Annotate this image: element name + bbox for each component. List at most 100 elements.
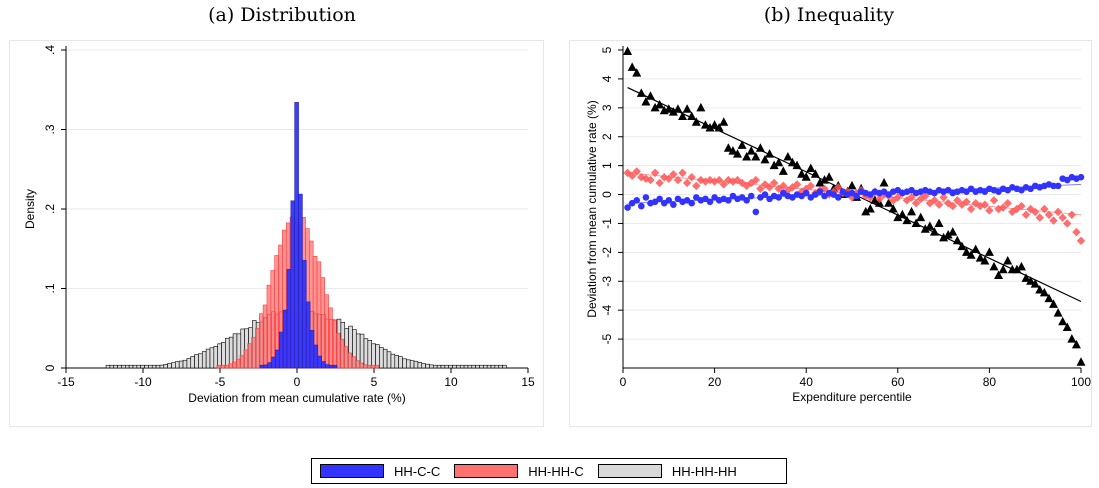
b-point-hh-hh-c — [1076, 236, 1086, 245]
b-point-hh-hh-c — [907, 193, 916, 202]
b-point-hh-hh-hh — [655, 99, 665, 109]
b-point-hh-hh-c — [1017, 201, 1026, 211]
legend-swatch-hh-hh-c — [454, 464, 519, 478]
a-xtick-label: -10 — [134, 375, 152, 389]
b-point-hh-c-c — [853, 192, 860, 200]
a-bar-hh-hh-hh — [498, 364, 503, 369]
a-bar-hh-hh-hh — [479, 364, 484, 369]
legend-item-hh-hh-c: HH-HH-C — [454, 464, 584, 479]
a-bar-hh-hh-hh — [402, 358, 407, 369]
a-bar-hh-hh-hh — [213, 346, 218, 369]
a-y-axis-label: Density — [23, 189, 37, 229]
b-point-hh-hh-hh — [994, 270, 1004, 279]
b-point-hh-c-c — [752, 208, 760, 216]
b-point-hh-hh-c — [911, 199, 921, 208]
a-bar-hh-c-c — [267, 362, 272, 369]
a-bar-hh-hh-c — [359, 362, 364, 369]
b-point-hh-hh-c — [1053, 207, 1063, 217]
b-ytick-label: -2 — [600, 247, 614, 258]
a-bar-hh-hh-c — [239, 355, 245, 369]
b-ytick-label: 4 — [600, 75, 614, 82]
b-point-hh-c-c — [688, 199, 695, 207]
b-point-hh-c-c — [633, 197, 641, 204]
a-bar-hh-hh-hh — [386, 351, 392, 369]
a-bar-hh-hh-hh — [186, 357, 192, 369]
b-point-hh-hh-hh — [723, 143, 733, 152]
b-point-hh-hh-c — [957, 200, 967, 209]
b-point-hh-hh-c — [916, 194, 925, 204]
b-point-hh-hh-hh — [975, 253, 985, 262]
a-bar-hh-hh-hh — [205, 348, 211, 369]
b-point-hh-hh-hh — [737, 140, 747, 149]
a-bar-hh-hh-hh — [459, 364, 465, 369]
b-xtick-label: 20 — [708, 375, 722, 389]
b-point-hh-hh-hh — [1044, 293, 1054, 303]
a-bar-hh-hh-hh — [121, 364, 126, 369]
a-ytick-label: .2 — [43, 204, 57, 214]
b-point-hh-hh-c — [953, 196, 962, 205]
b-xtick-label: 80 — [983, 375, 997, 389]
a-bar-hh-hh-hh — [105, 364, 111, 369]
b-point-hh-hh-c — [889, 196, 898, 205]
a-bar-hh-c-c — [290, 200, 295, 369]
b-point-hh-hh-hh — [733, 149, 742, 158]
b-point-hh-hh-c — [980, 200, 990, 209]
a-bar-hh-hh-hh — [113, 364, 118, 369]
b-point-hh-hh-hh — [1076, 357, 1086, 366]
a-bar-hh-hh-hh — [490, 364, 496, 369]
b-point-hh-hh-hh — [861, 206, 871, 216]
b-point-hh-hh-c — [902, 196, 912, 205]
a-bar-hh-hh-hh — [136, 364, 141, 369]
b-point-hh-hh-hh — [691, 117, 701, 126]
a-bar-hh-c-c — [313, 344, 319, 369]
a-bar-hh-hh-hh — [375, 344, 380, 369]
b-point-hh-hh-c — [1049, 216, 1058, 225]
b-point-hh-hh-c — [687, 173, 696, 182]
a-bar-hh-hh-hh — [390, 353, 396, 369]
b-point-hh-hh-hh — [778, 166, 788, 175]
a-bar-hh-hh-hh — [163, 364, 168, 369]
b-ytick-label: 5 — [600, 46, 614, 53]
a-bar-hh-hh-hh — [221, 341, 226, 369]
a-bar-hh-hh-hh — [159, 364, 165, 369]
a-bar-hh-c-c — [286, 269, 292, 369]
b-point-hh-hh-c — [724, 175, 733, 185]
b-point-hh-hh-c — [939, 193, 948, 202]
b-point-hh-hh-hh — [925, 221, 935, 230]
b-point-hh-hh-hh — [998, 264, 1008, 274]
b-point-hh-hh-c — [728, 177, 738, 186]
a-bar-hh-hh-hh — [117, 364, 122, 369]
b-point-hh-hh-c — [779, 181, 788, 191]
b-point-hh-c-c — [624, 204, 631, 211]
b-point-hh-hh-c — [1003, 199, 1012, 208]
b-point-hh-hh-c — [673, 175, 683, 185]
b-point-hh-hh-c — [655, 178, 664, 188]
b-point-hh-hh-c — [627, 171, 637, 180]
legend-item-hh-c-c: HH-C-C — [320, 464, 440, 479]
b-point-hh-hh-c — [1044, 210, 1054, 219]
b-point-hh-hh-hh — [879, 177, 889, 187]
b-point-hh-hh-hh — [884, 198, 894, 207]
a-bar-hh-hh-hh — [413, 360, 419, 369]
a-bar-hh-hh-hh — [167, 363, 172, 369]
b-point-hh-hh-hh — [774, 157, 784, 167]
a-bar-hh-hh-hh — [201, 351, 207, 369]
b-point-hh-hh-hh — [989, 261, 999, 271]
a-bar-hh-hh-hh — [371, 343, 376, 369]
legend-item-hh-hh-hh: HH-HH-HH — [597, 464, 737, 479]
b-ytick-label: -1 — [600, 218, 614, 229]
a-bar-hh-hh-c — [339, 338, 345, 369]
b-point-hh-hh-c — [994, 204, 1003, 214]
a-bar-hh-c-c — [294, 102, 299, 369]
a-xtick-label: 10 — [444, 375, 458, 389]
b-point-hh-hh-c — [943, 199, 953, 208]
b-ytick-label: -4 — [600, 305, 614, 316]
b-point-hh-hh-hh — [815, 177, 825, 187]
b-point-hh-hh-hh — [760, 154, 770, 164]
a-bar-hh-hh-hh — [109, 364, 115, 369]
b-point-hh-hh-hh — [1062, 322, 1072, 332]
a-bar-hh-hh-c — [332, 319, 337, 369]
a-bar-hh-hh-hh — [475, 364, 480, 369]
b-point-hh-hh-hh — [687, 111, 697, 120]
b-point-hh-hh-c — [1072, 227, 1081, 237]
